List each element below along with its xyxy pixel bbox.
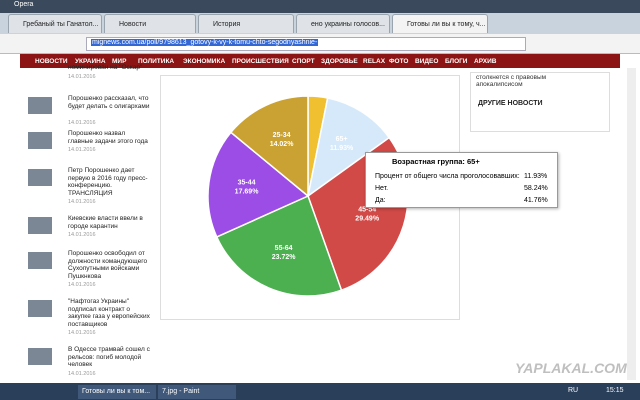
tab[interactable]: Гребаный ты Ганатол... xyxy=(8,14,102,33)
slice-value: 23.72% xyxy=(272,254,297,261)
menu-item[interactable]: БЛОГИ xyxy=(445,58,468,65)
thumbnail xyxy=(28,97,52,114)
menu-item[interactable]: ЗДОРОВЬЕ xyxy=(321,58,358,65)
menu-item[interactable]: ВИДЕО xyxy=(415,58,439,65)
news-title[interactable]: Киевские власти ввели в городе карантин xyxy=(68,215,143,230)
window-title: Opera xyxy=(14,1,34,8)
news-date: 14.01.2016 xyxy=(68,370,96,377)
clock: 15:15 xyxy=(606,387,624,394)
menu-item[interactable]: ЭКОНОМИКА xyxy=(183,58,226,65)
tab[interactable]: История xyxy=(198,14,294,33)
news-date: 14.01.2016 xyxy=(68,119,96,126)
tooltip-value: 11.93% xyxy=(524,173,548,180)
lang: RU xyxy=(568,387,579,394)
news-date: 14.01.2016 xyxy=(68,330,96,336)
menu-bar xyxy=(20,54,620,68)
news-date: 14.01.2016 xyxy=(68,199,96,205)
taskbar-item[interactable]: Готовы ли вы к том... xyxy=(78,385,156,399)
thumbnail xyxy=(28,169,52,186)
slice-category: 65+ xyxy=(336,136,348,143)
tooltip-value: 58.24% xyxy=(524,185,548,192)
taskbar-item[interactable]: 7.jpg - Paint xyxy=(158,385,236,399)
tooltip xyxy=(365,152,558,208)
right-heading: ДРУГИЕ НОВОСТИ xyxy=(478,100,543,107)
slice-category: 25-34 xyxy=(273,132,291,139)
tab[interactable]: Новости xyxy=(104,14,196,33)
menu-item[interactable]: ФОТО xyxy=(389,58,409,65)
news-title[interactable]: "Нафтогаз Украины" подписал контракт о з… xyxy=(68,298,150,328)
tooltip-label: Да: xyxy=(375,197,386,204)
tooltip-value: 41.76% xyxy=(524,197,548,204)
pie-slice xyxy=(215,194,343,297)
right-panel xyxy=(470,72,610,132)
news-title[interactable]: Порошенко назвал главные задачи этого го… xyxy=(68,130,148,145)
menu-item[interactable]: СПОРТ xyxy=(292,58,315,65)
pie-slice xyxy=(306,97,391,198)
news-date: 14.01.2016 xyxy=(68,147,96,153)
slice-value: 14.02% xyxy=(270,141,295,148)
news-title[interactable]: В Одессе трамвай сошел с рельсов: погиб … xyxy=(68,346,150,368)
slice-category: 55-64 xyxy=(275,245,293,252)
right-text: столкнется с правовым апокалипсисом xyxy=(476,74,547,88)
url[interactable]: mignews.com.ua/poll/9798613_gotovy-k-vy-… xyxy=(91,39,319,46)
tab[interactable]: ено украины голосов... xyxy=(296,14,390,33)
menu-item[interactable]: АРХИВ xyxy=(474,58,497,65)
menu-item[interactable]: ПОЛИТИКА xyxy=(138,58,175,65)
pie-slice xyxy=(229,95,309,198)
thumbnail xyxy=(28,132,52,149)
slice-value: 17.69% xyxy=(235,189,260,196)
slice-category: 35-44 xyxy=(238,180,256,187)
news-title[interactable]: Порошенко освободил от должности команду… xyxy=(68,250,148,280)
menu-item[interactable]: МИР xyxy=(112,58,127,65)
title-bar xyxy=(0,0,640,13)
thumbnail xyxy=(28,348,52,365)
pie-slice xyxy=(207,131,310,238)
menu-item[interactable]: УКРАИНА xyxy=(75,58,106,65)
tooltip-title: Возрастная группа: 65+ xyxy=(392,157,480,166)
news-title[interactable]: номинирован на "Оскар" xyxy=(68,64,143,71)
news-title[interactable]: Петр Порошенко дает первую в 2016 году п… xyxy=(68,167,148,197)
menu-item[interactable]: RELAX xyxy=(363,58,386,65)
news-title[interactable]: Порошенко рассказал, что будет делать с … xyxy=(68,95,150,110)
news-date: 14.01.2016 xyxy=(68,73,96,80)
thumbnail xyxy=(28,252,52,269)
thumbnail xyxy=(28,217,52,234)
menu-item[interactable]: НОВОСТИ xyxy=(35,58,68,65)
news-date: 14.01.2016 xyxy=(68,282,96,288)
thumbnail xyxy=(28,300,52,317)
scrollbar[interactable] xyxy=(627,68,636,380)
menu-item[interactable]: ПРОИСШЕСТВИЯ xyxy=(232,58,289,65)
slice-value: 11.93% xyxy=(330,145,354,152)
watermark: YAPLAKAL.COM xyxy=(515,360,627,376)
tooltip-label: Нет. xyxy=(375,185,389,192)
tab[interactable]: Готовы ли вы к тому, ч... xyxy=(392,14,488,33)
news-date: 14.01.2016 xyxy=(68,232,96,238)
slice-value: 29.49% xyxy=(355,216,380,223)
tooltip-label: Процент от общего числа проголосовавших: xyxy=(375,173,520,180)
slice-category: 45-54 xyxy=(358,207,376,214)
